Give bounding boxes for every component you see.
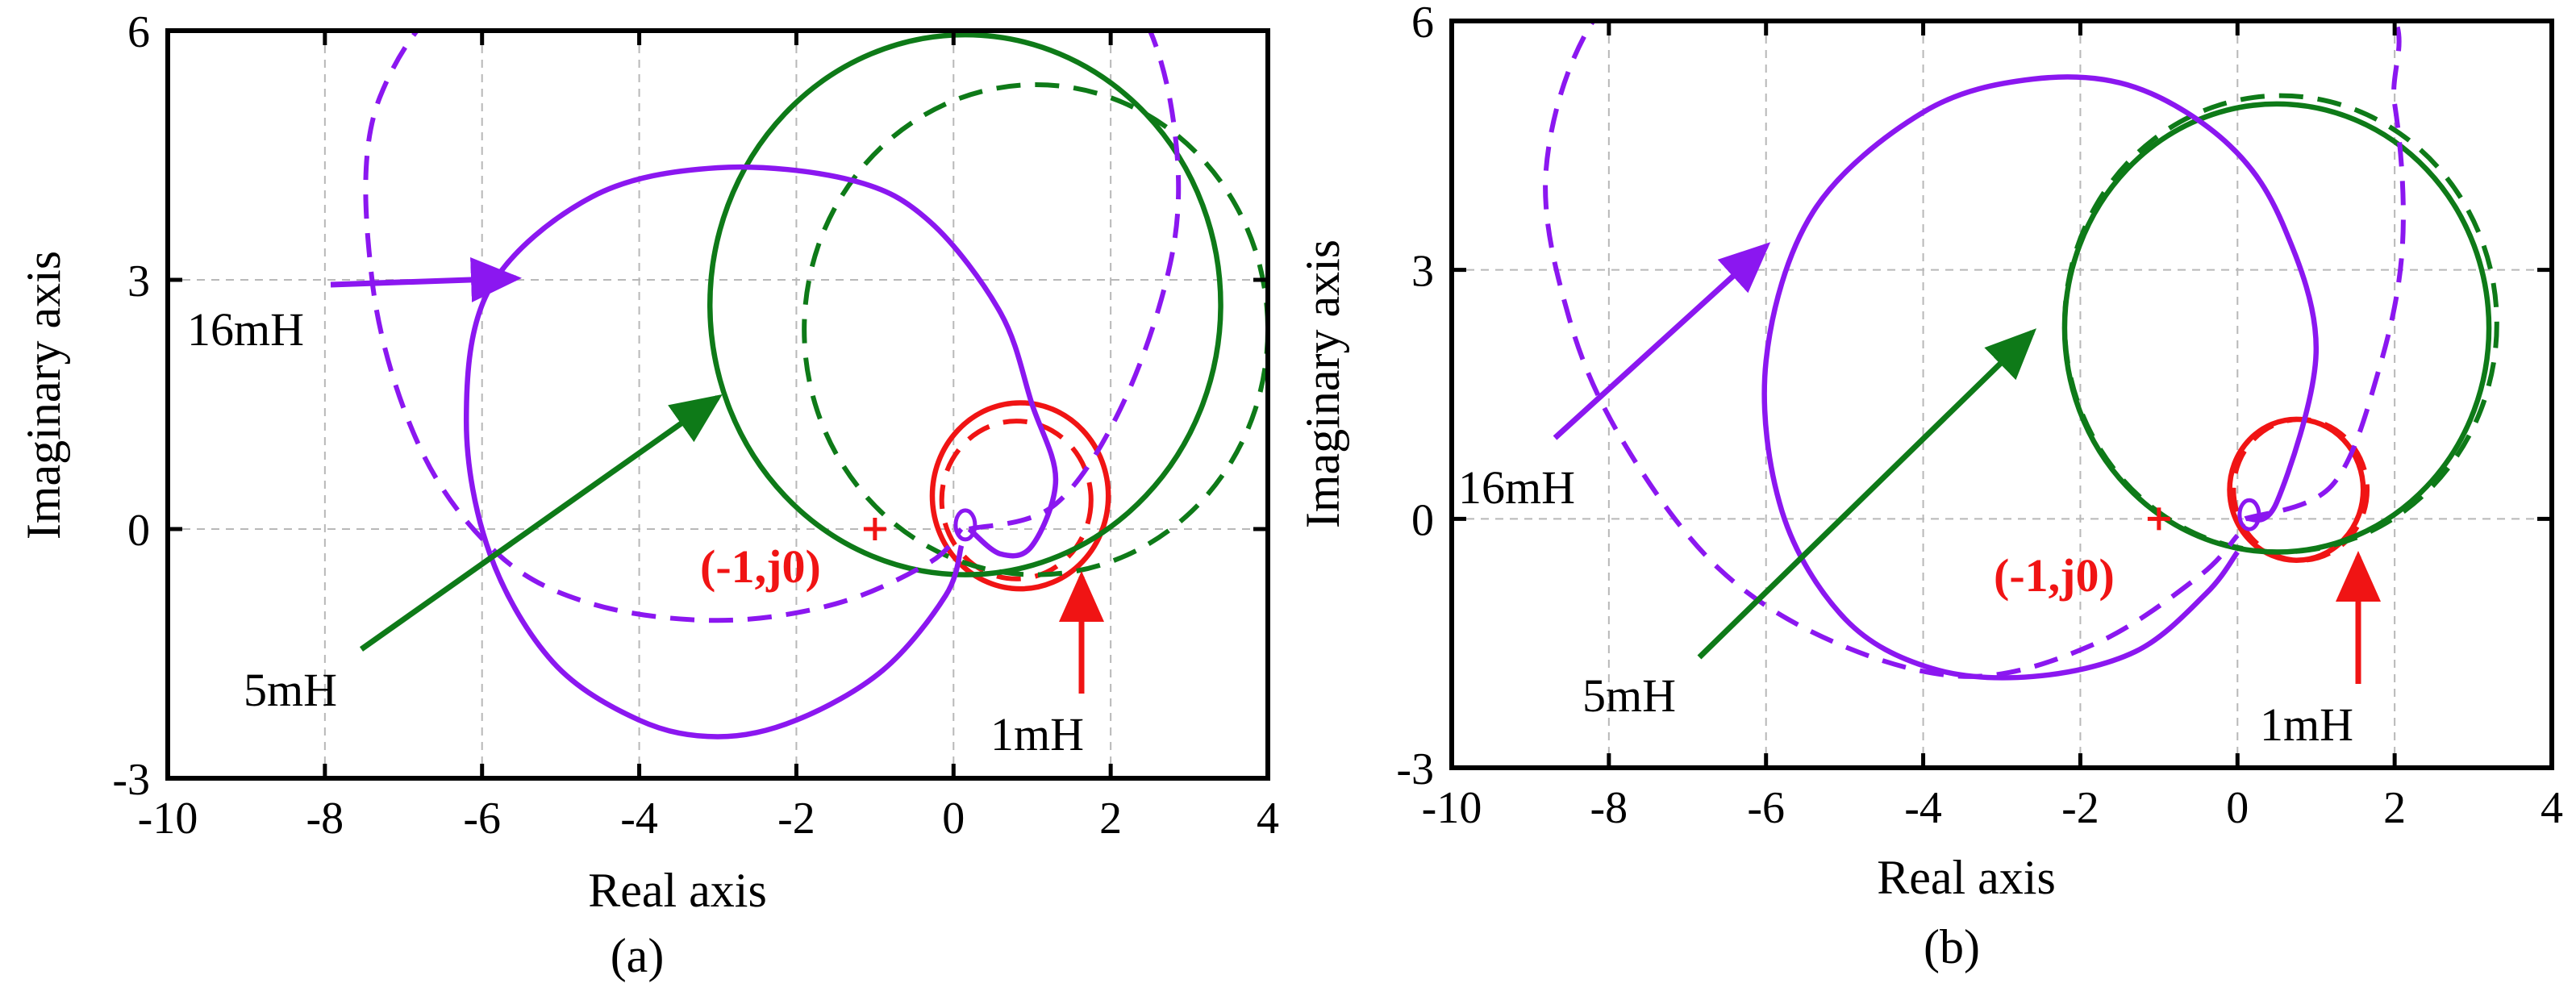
panel-a-caption: (a)	[611, 929, 665, 982]
tick-label-y: 3	[127, 256, 150, 306]
tick-label-y: 6	[1411, 0, 1434, 48]
panel-b-tick-labels: -10 -8 -6 -4 -2 0 2 4 -3 0 3 6	[1396, 0, 2563, 833]
tick-label-y: 6	[127, 7, 150, 57]
panel-a-grid	[168, 31, 1268, 778]
tick-label-x: 4	[2541, 783, 2563, 833]
tick-label-y: -3	[112, 755, 150, 805]
panel-a: -10 -8 -6 -4 -2 0 2 4 -3 0 3 6 Real axis Imaginary …	[17, 7, 1279, 982]
tick-label-y: 3	[1411, 247, 1434, 297]
series-1mH-dashed	[2231, 416, 2370, 563]
tick-label-y: -3	[1396, 744, 1434, 794]
panel-a-ylabel: Imaginary axis	[17, 251, 70, 540]
panel-b-frame	[1449, 19, 2554, 770]
panel-b-ylabel: Imaginary axis	[1296, 240, 1349, 528]
plot-frame	[1449, 19, 2554, 770]
plot-frame	[165, 28, 1270, 781]
series-5mH-dashed	[802, 82, 1268, 577]
series-5mH-dashed	[2061, 93, 2499, 555]
panel-a-label-16mH: 16mH	[187, 303, 304, 356]
tick-label-x: -4	[620, 794, 658, 844]
series-1mH-dashed	[939, 419, 1094, 581]
tick-label-x: -2	[777, 794, 815, 844]
panel-b-arrow-16mH	[1553, 242, 1771, 440]
panel-a-xlabel: Real axis	[588, 864, 767, 917]
tick-label-x: -6	[463, 794, 501, 844]
tick-label-x: -8	[1590, 783, 1628, 833]
panel-a-arrow-5mH	[359, 394, 723, 652]
tick-label-x: -2	[2061, 783, 2099, 833]
tick-label-y: 0	[127, 506, 150, 556]
panel-b-label-16mH: 16mH	[1458, 461, 1575, 514]
panel-b-critical-label: (-1,j0)	[1994, 549, 2115, 602]
panel-a-frame	[165, 28, 1270, 781]
panel-b-xlabel: Real axis	[1877, 851, 2056, 904]
series-16mH-dashed	[1543, 21, 2406, 679]
tick-label-x: -8	[306, 794, 344, 844]
series-1mH-solid	[929, 400, 1111, 592]
panel-a-critical-label: (-1,j0)	[700, 540, 821, 593]
tick-label-x: -10	[1422, 783, 1482, 833]
tick-label-x: 0	[942, 794, 965, 844]
series-5mH-solid	[707, 31, 1223, 577]
series-16mH-solid	[1761, 74, 2319, 681]
tick-label-x: 2	[2383, 783, 2406, 833]
panel-a-tick-labels: -10 -8 -6 -4 -2 0 2 4 -3 0 3 6	[112, 7, 1279, 844]
panel-a-label-1mH: 1mH	[990, 708, 1084, 761]
panel-a-arrow-16mH	[330, 256, 522, 302]
tick-label-x: 4	[1257, 794, 1279, 844]
panel-b-label-5mH: 5mH	[1582, 669, 1676, 722]
origin-loop	[2237, 498, 2261, 531]
tick-label-x: -10	[138, 794, 198, 844]
panel-b-series	[1543, 21, 2499, 681]
panel-a-label-5mH: 5mH	[244, 664, 337, 716]
tick-label-x: 0	[2226, 783, 2249, 833]
panel-b-critical-point	[2147, 507, 2170, 531]
panel-a-series	[363, 31, 1268, 740]
series-16mH-solid	[463, 164, 1059, 740]
panel-b-label-1mH: 1mH	[2260, 698, 2353, 751]
tick-label-y: 0	[1411, 495, 1434, 545]
series-16mH-dashed	[363, 31, 1182, 623]
panel-a-critical-point	[863, 518, 886, 540]
tick-label-x: -4	[1904, 783, 1942, 833]
panel-b-caption: (b)	[1924, 920, 1980, 973]
panel-b-arrow-5mH	[1697, 328, 2037, 660]
panel-b: -10 -8 -6 -4 -2 0 2 4 -3 0 3 6 Real axis Imaginary …	[1296, 0, 2563, 973]
tick-label-x: 2	[1099, 794, 1122, 844]
origin-loop	[953, 508, 977, 542]
tick-label-x: -6	[1747, 783, 1785, 833]
panel-b-grid	[1452, 21, 2552, 768]
